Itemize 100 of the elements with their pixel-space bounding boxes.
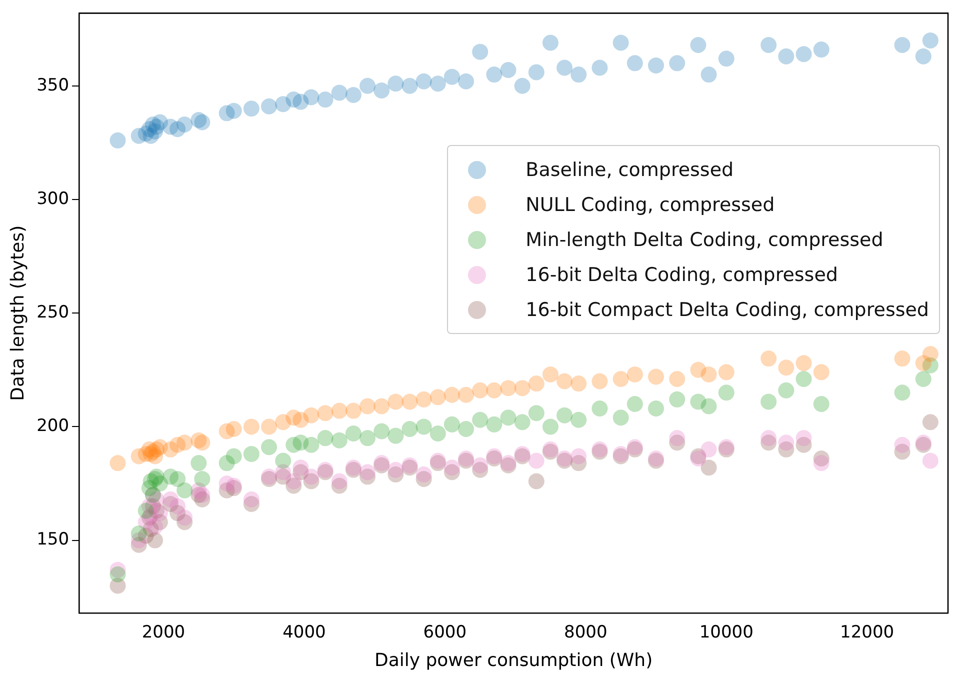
point: [542, 366, 558, 382]
point: [430, 389, 446, 406]
point: [556, 60, 573, 76]
x-tick-label: 12000: [840, 622, 894, 643]
point: [556, 373, 573, 390]
point: [813, 455, 830, 472]
point: [472, 412, 488, 428]
point: [922, 346, 938, 362]
point: [592, 60, 608, 76]
y-tick-label: 200: [36, 416, 70, 436]
y-tick-label: 150: [36, 530, 70, 550]
point: [669, 391, 686, 408]
x-axis-title: Daily power consumption (Wh): [374, 650, 653, 671]
point: [444, 386, 460, 403]
point: [345, 402, 362, 419]
legend-label: 16-bit Compact Delta Coding, compressed: [526, 298, 929, 321]
point: [388, 76, 404, 92]
point: [130, 525, 147, 542]
point: [261, 439, 278, 456]
point: [556, 407, 573, 424]
point: [778, 48, 794, 64]
point: [226, 448, 242, 464]
point: [243, 418, 260, 435]
point: [331, 473, 348, 490]
point: [778, 382, 794, 398]
point: [500, 62, 516, 78]
point: [303, 436, 320, 453]
point: [700, 398, 717, 414]
point: [402, 420, 418, 437]
point: [303, 407, 320, 424]
point: [444, 416, 460, 432]
point: [760, 394, 777, 410]
point: [444, 460, 460, 476]
y-axis-title: Data length (bytes): [7, 225, 28, 401]
point: [648, 368, 664, 385]
point: [374, 423, 390, 440]
point: [570, 412, 587, 428]
point: [626, 396, 643, 412]
point: [669, 370, 686, 387]
y-tick-label: 350: [36, 75, 70, 96]
point: [345, 86, 362, 103]
point: [690, 37, 706, 54]
point: [700, 460, 717, 476]
point: [331, 84, 348, 101]
point: [176, 434, 193, 451]
point: [317, 405, 334, 422]
point: [317, 92, 334, 108]
point: [813, 364, 830, 380]
point: [275, 452, 292, 469]
point: [261, 98, 278, 114]
point: [718, 384, 734, 401]
point: [110, 132, 126, 148]
point: [700, 366, 717, 382]
point: [243, 491, 260, 508]
point: [360, 78, 376, 94]
point: [570, 66, 587, 83]
x-tick-label: 8000: [564, 622, 608, 643]
point: [472, 44, 488, 60]
point: [360, 430, 376, 446]
y-tick-label: 300: [36, 188, 70, 209]
point: [226, 420, 242, 437]
point: [570, 448, 587, 464]
point: [669, 430, 686, 446]
point: [700, 66, 717, 83]
point: [472, 382, 488, 398]
point: [486, 66, 502, 83]
point: [778, 434, 794, 451]
point: [190, 455, 207, 472]
point: [570, 376, 587, 392]
point: [402, 78, 418, 94]
point: [331, 432, 348, 448]
point: [542, 418, 558, 435]
point: [915, 48, 932, 64]
point: [138, 502, 154, 519]
point: [360, 398, 376, 414]
point: [176, 116, 193, 133]
point: [514, 78, 530, 94]
point: [292, 460, 309, 476]
point: [430, 76, 446, 92]
point: [416, 418, 432, 435]
point: [226, 102, 242, 119]
point: [458, 73, 474, 90]
x-tick-label: 2000: [142, 622, 186, 643]
point: [528, 452, 544, 469]
point: [922, 32, 938, 48]
point: [612, 370, 629, 387]
point: [760, 37, 777, 54]
point: [194, 114, 210, 130]
point: [170, 498, 186, 514]
x-tick-label: 6000: [423, 622, 467, 643]
point: [486, 416, 502, 432]
point: [147, 532, 164, 548]
point: [243, 446, 260, 462]
point: [331, 402, 348, 419]
point: [718, 50, 734, 67]
point: [176, 482, 193, 498]
y-tick-label: 250: [36, 302, 70, 323]
point: [718, 364, 734, 380]
point: [500, 410, 516, 426]
point: [374, 82, 390, 98]
